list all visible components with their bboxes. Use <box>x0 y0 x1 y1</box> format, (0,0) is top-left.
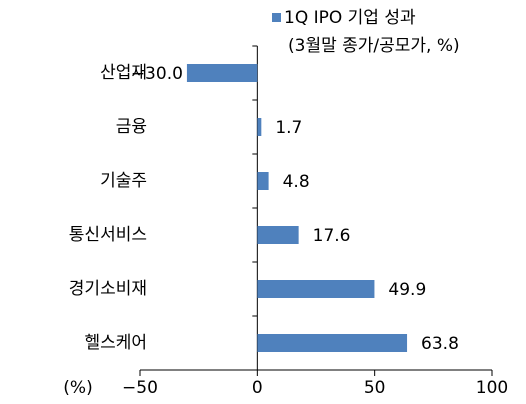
bar <box>257 226 299 244</box>
y-tick-label: 금융 <box>116 117 147 137</box>
value-label: 17.6 <box>313 226 351 246</box>
value-label: 4.8 <box>283 172 310 192</box>
bar <box>186 64 258 82</box>
legend-swatch <box>272 13 281 22</box>
value-label: 1.7 <box>275 118 302 138</box>
bar <box>257 172 269 190</box>
y-tick-label: 헬스케어 <box>84 333 147 353</box>
value-label: 49.9 <box>388 280 426 300</box>
bar <box>257 280 375 298</box>
x-tick-label: 0 <box>252 378 263 398</box>
x-tick-label: 100 <box>476 378 508 398</box>
legend-label: 1Q IPO 기업 성과 <box>284 8 416 28</box>
y-tick-label: 산업재 <box>100 63 147 83</box>
y-tick-label: 경기소비재 <box>69 279 147 299</box>
x-tick-label: 50 <box>364 378 386 398</box>
value-label: 63.8 <box>421 334 459 354</box>
y-tick-label: 기술주 <box>100 171 147 191</box>
bar <box>257 118 262 136</box>
bar <box>257 334 408 352</box>
axis-label: (%) <box>63 378 92 398</box>
x-tick-label: −50 <box>122 378 158 398</box>
legend-note: (3월말 종가/공모가, %) <box>288 36 460 56</box>
y-tick-label: 통신서비스 <box>69 225 147 245</box>
value-label: −30.0 <box>131 64 183 84</box>
